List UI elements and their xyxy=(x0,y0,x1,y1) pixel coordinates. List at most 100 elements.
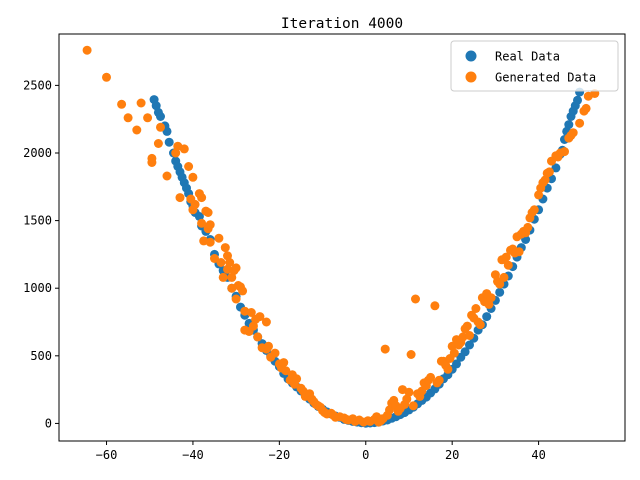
data-point xyxy=(430,301,440,311)
data-point xyxy=(156,122,165,132)
data-point xyxy=(544,167,554,177)
data-point xyxy=(529,205,539,215)
data-point xyxy=(218,272,228,282)
data-point xyxy=(475,320,485,330)
data-point xyxy=(408,401,418,411)
series-generated xyxy=(82,45,600,427)
data-point xyxy=(523,222,533,232)
data-point xyxy=(205,220,215,230)
data-point xyxy=(465,340,474,350)
data-point xyxy=(194,212,204,221)
data-point xyxy=(434,375,444,385)
data-point xyxy=(411,294,420,304)
data-point xyxy=(231,294,241,304)
data-point xyxy=(486,293,496,303)
plot-frame xyxy=(58,33,626,442)
data-point xyxy=(443,364,453,374)
y-tick-label: 0 xyxy=(45,416,52,430)
data-point xyxy=(406,350,416,359)
data-point xyxy=(471,304,481,313)
data-point xyxy=(123,113,133,123)
y-tick-label: 2000 xyxy=(23,146,52,160)
data-point xyxy=(264,341,273,351)
data-point xyxy=(573,95,582,105)
chart-title: Iteration 4000 xyxy=(281,16,403,32)
x-tick-label: 0 xyxy=(362,448,369,462)
data-point xyxy=(153,139,163,148)
data-point xyxy=(171,148,181,158)
data-point xyxy=(82,45,92,55)
data-point xyxy=(482,312,492,322)
data-point xyxy=(197,193,207,203)
data-point xyxy=(143,113,153,123)
data-point xyxy=(197,218,207,228)
data-point xyxy=(179,144,189,154)
data-point xyxy=(449,348,459,358)
data-point xyxy=(514,247,524,257)
plot-area xyxy=(59,34,625,441)
y-axis: 0 500 1000 1500 2000 2500 xyxy=(23,78,59,430)
data-point xyxy=(581,103,591,113)
legend-box xyxy=(450,40,619,92)
data-point xyxy=(503,260,513,270)
data-point xyxy=(216,258,226,267)
data-point xyxy=(147,158,157,167)
data-point xyxy=(117,99,127,109)
legend-label-generated: Generated Data xyxy=(495,71,596,85)
legend-label-real: Real Data xyxy=(495,50,560,64)
legend-marker-generated xyxy=(465,71,477,83)
data-point xyxy=(205,237,215,247)
data-point xyxy=(214,233,224,243)
data-point xyxy=(102,72,111,82)
data-point xyxy=(227,272,237,282)
legend: Real Data Generated Data xyxy=(450,40,619,92)
data-point xyxy=(279,358,289,368)
data-point xyxy=(210,254,219,263)
data-point xyxy=(551,163,561,173)
data-point xyxy=(190,199,200,209)
data-point xyxy=(534,190,544,200)
data-point xyxy=(203,208,213,217)
data-point xyxy=(220,243,230,253)
legend-marker-real xyxy=(465,50,477,62)
data-point xyxy=(238,286,248,296)
data-point xyxy=(246,308,256,317)
data-point xyxy=(162,126,172,136)
y-tick-label: 1500 xyxy=(23,214,52,228)
x-axis: −60 −40 −20 0 20 40 xyxy=(96,441,546,462)
data-point xyxy=(495,279,505,289)
data-point xyxy=(225,258,235,267)
x-tick-label: −40 xyxy=(182,448,204,462)
data-point xyxy=(499,272,509,282)
data-point xyxy=(253,332,263,342)
data-point xyxy=(564,120,574,130)
data-point xyxy=(465,331,474,340)
data-point xyxy=(380,344,390,354)
data-point xyxy=(261,317,271,327)
data-point xyxy=(568,128,578,138)
data-point xyxy=(136,98,146,108)
data-point xyxy=(156,112,165,121)
data-point xyxy=(292,374,302,384)
data-point xyxy=(402,394,412,404)
data-point xyxy=(132,125,142,135)
data-point xyxy=(270,348,280,358)
x-tick-label: −60 xyxy=(96,448,118,462)
data-point xyxy=(385,405,394,415)
data-point xyxy=(501,252,511,262)
y-tick-label: 1000 xyxy=(23,281,52,295)
data-point xyxy=(188,172,198,182)
points-layer xyxy=(82,45,600,428)
y-tick-label: 2500 xyxy=(23,78,52,92)
data-point xyxy=(426,372,436,382)
data-point xyxy=(560,147,569,157)
x-tick-label: −20 xyxy=(269,448,291,462)
y-tick-label: 500 xyxy=(30,349,52,363)
data-point xyxy=(164,137,174,147)
data-point xyxy=(281,366,291,376)
data-point xyxy=(575,118,585,128)
data-point xyxy=(162,171,172,181)
data-point xyxy=(462,321,472,331)
data-point xyxy=(452,359,461,369)
